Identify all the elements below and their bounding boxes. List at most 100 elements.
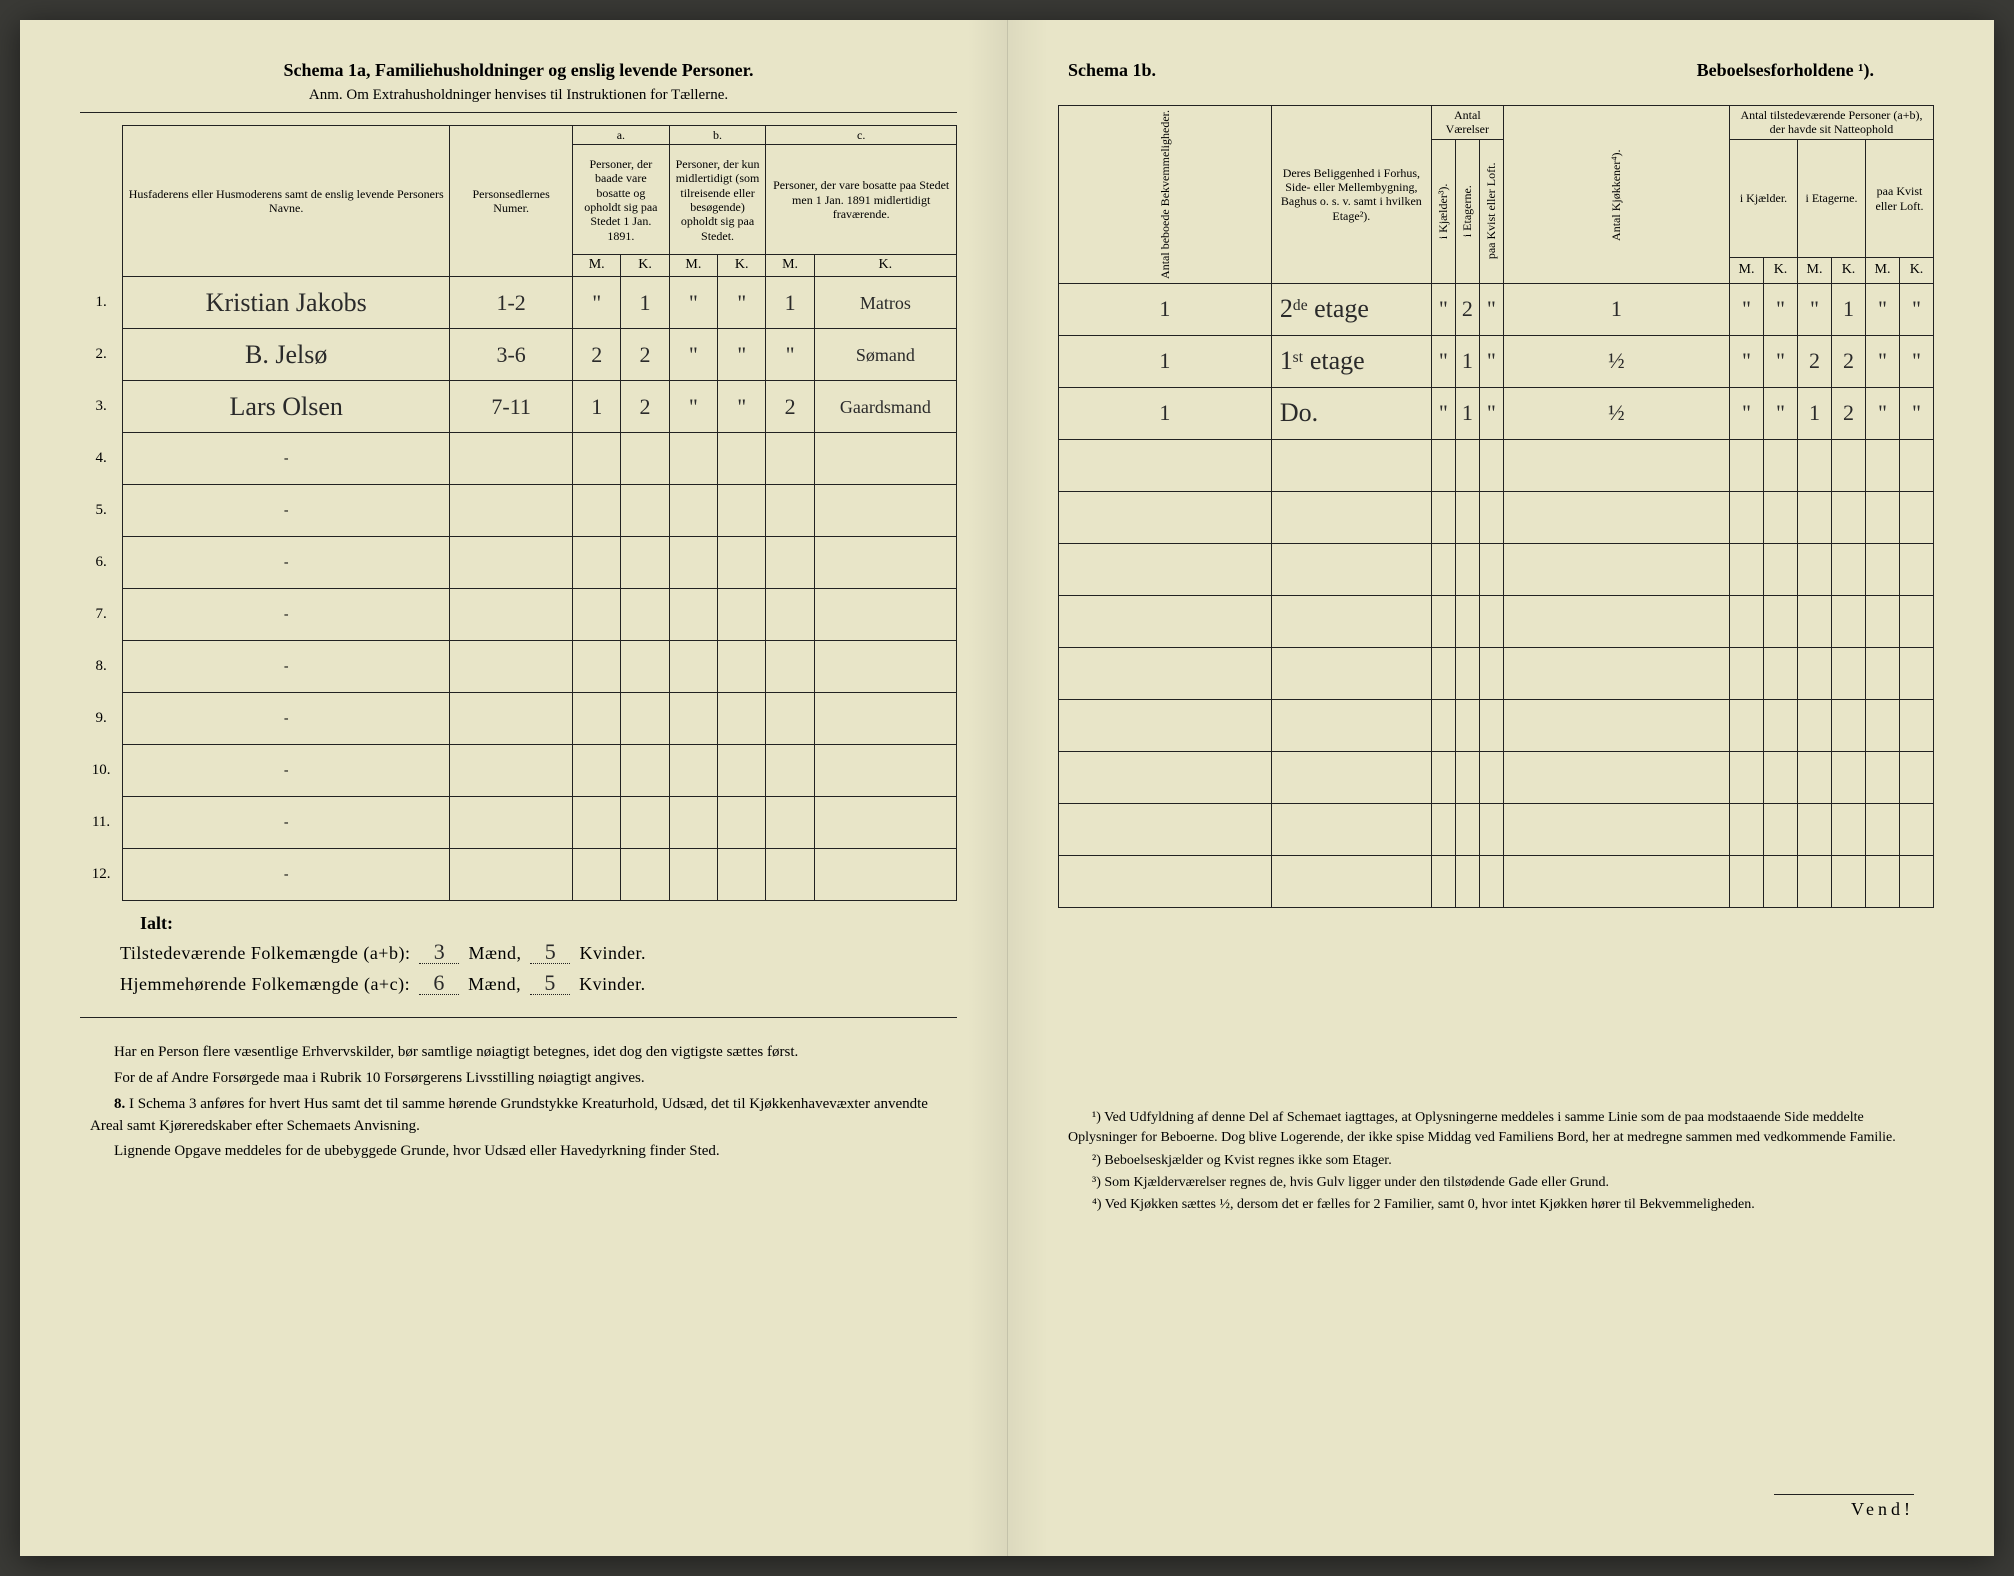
cell-empty: - [123, 797, 450, 849]
cell-a-k: 2 [621, 329, 669, 381]
col-c-k: K. [814, 255, 956, 277]
col-n-kjael: i Kjælder. [1730, 139, 1798, 258]
cell-c-k: Matros [814, 277, 956, 329]
cell-v-et: 1 [1455, 335, 1479, 387]
cell-v-et: 1 [1455, 387, 1479, 439]
table-row: 12.- [80, 849, 957, 901]
cell-a-m: " [573, 277, 621, 329]
schema-1a-sub: Familiehusholdninger og enslig levende P… [375, 60, 754, 80]
col-b-desc: Personer, der kun midlertidigt (som tilr… [669, 145, 766, 255]
cell-kk: 1 [1503, 283, 1729, 335]
cell-empty: - [123, 693, 450, 745]
document-spread: Schema 1a, Familiehusholdninger og ensli… [20, 20, 1994, 1556]
cell-et-k: 2 [1832, 335, 1866, 387]
col-antal-vaer: Antal Værelser [1431, 106, 1503, 140]
cell-beliggenhed: 1ˢᵗ etage [1271, 335, 1431, 387]
cell-empty: - [123, 745, 450, 797]
col-b-k: K. [718, 255, 766, 277]
table-row: 7.- [80, 589, 957, 641]
sum1-label: Tilstedeværende Folkemængde (a+b): [120, 943, 410, 963]
schema-1a-label: Schema 1a, [283, 60, 370, 80]
row-number: 2. [80, 329, 123, 381]
cell-name: Lars Olsen [123, 381, 450, 433]
foot-right-3: ⁴) Ved Kjøkken sættes ½, dersom det er f… [1068, 1195, 1924, 1215]
row-number: 8. [80, 641, 123, 693]
cell-b-m: " [669, 329, 717, 381]
ialt-label: Ialt: [140, 913, 957, 934]
row-number: 10. [80, 745, 123, 797]
row-number: 5. [80, 485, 123, 537]
table-row: 4.- [80, 433, 957, 485]
table-row: 3.Lars Olsen7-1112""2Gaardsmand [80, 381, 957, 433]
anm-note: Anm. Om Extrahusholdninger henvises til … [80, 87, 957, 104]
col-v-kvist: paa Kvist eller Loft. [1479, 139, 1503, 283]
cell-b-m: " [669, 277, 717, 329]
table-row: 11.- [80, 797, 957, 849]
table-row [1059, 751, 1934, 803]
cell-ab: 1 [1059, 387, 1272, 439]
cell-v-kj: " [1431, 335, 1455, 387]
cell-empty: - [123, 589, 450, 641]
table-row [1059, 803, 1934, 855]
sum2-k: 5 [530, 972, 570, 995]
cell-persnum: 7-11 [450, 381, 573, 433]
cell-kv-k: " [1900, 387, 1934, 439]
col-a-desc: Personer, der baade vare bosatte og opho… [573, 145, 670, 255]
foot-left-3: Lignende Opgave meddeles for de ubebygge… [90, 1141, 947, 1163]
cell-c-m: " [766, 329, 814, 381]
foot-num-8: 8. [114, 1096, 125, 1112]
cell-ab: 1 [1059, 283, 1272, 335]
cell-b-k: " [718, 381, 766, 433]
cell-kj-m: " [1730, 387, 1764, 439]
cell-a-k: 1 [621, 277, 669, 329]
cell-b-k: " [718, 277, 766, 329]
cell-kk: ½ [1503, 335, 1729, 387]
cell-kv-m: " [1866, 283, 1900, 335]
cell-name: Kristian Jakobs [123, 277, 450, 329]
cell-kk: ½ [1503, 387, 1729, 439]
col-et-k: K. [1832, 258, 1866, 284]
foot-right-2: ³) Som Kjælderværelser regnes de, hvis G… [1068, 1173, 1924, 1193]
cell-a-m: 2 [573, 329, 621, 381]
cell-kv-m: " [1866, 335, 1900, 387]
col-antal-beb: Antal beboede Bekvemmeligheder. [1059, 106, 1272, 284]
cell-v-kv: " [1479, 335, 1503, 387]
cell-v-kj: " [1431, 283, 1455, 335]
col-a-k: K. [621, 255, 669, 277]
col-v-etagerne: i Etagerne. [1455, 139, 1479, 283]
foot-left-1: For de af Andre Forsørgede maa i Rubrik … [90, 1068, 947, 1090]
table-row: 12ᵈᵉ etage"2"1"""1"" [1059, 283, 1934, 335]
page-left: Schema 1a, Familiehusholdninger og ensli… [20, 20, 1007, 1556]
row-number: 4. [80, 433, 123, 485]
table-row [1059, 543, 1934, 595]
col-c-m: M. [766, 255, 814, 277]
cell-a-m: 1 [573, 381, 621, 433]
sum2-label: Hjemmehørende Folkemængde (a+c): [120, 974, 410, 994]
footnotes-right: ¹) Ved Udfyldning af denne Del af Schema… [1058, 1108, 1934, 1215]
cell-c-k: Gaardsmand [814, 381, 956, 433]
col-kv-k: K. [1900, 258, 1934, 284]
row-number: 9. [80, 693, 123, 745]
foot-left-0: Har en Person flere væsentlige Erhvervsk… [90, 1042, 947, 1064]
maend-2: Mænd, [468, 974, 521, 994]
schema-1b-title-row: Schema 1b. Beboelsesforholdene ¹). [1058, 60, 1934, 81]
cell-et-k: 2 [1832, 387, 1866, 439]
table-row: 6.- [80, 537, 957, 589]
cell-v-kj: " [1431, 387, 1455, 439]
vend-label: Vend! [1774, 1494, 1914, 1520]
schema-1a-title: Schema 1a, Familiehusholdninger og ensli… [80, 60, 957, 81]
cell-beliggenhed: 2ᵈᵉ etage [1271, 283, 1431, 335]
cell-et-m: " [1798, 283, 1832, 335]
summary-hjemme: Hjemmehørende Folkemængde (a+c): 6 Mænd,… [120, 969, 957, 1000]
cell-kj-m: " [1730, 283, 1764, 335]
cell-et-m: 1 [1798, 387, 1832, 439]
divider-2 [80, 1017, 957, 1018]
sum1-k: 5 [530, 941, 570, 964]
schema-1b-label: Schema 1b. [1068, 60, 1156, 81]
table-row [1059, 439, 1934, 491]
col-a-label: a. [573, 126, 670, 145]
sum2-m: 6 [419, 972, 459, 995]
col-names: Husfaderens eller Husmoderens samt de en… [123, 126, 450, 277]
col-n-etag: i Etagerne. [1798, 139, 1866, 258]
cell-kj-k: " [1764, 335, 1798, 387]
